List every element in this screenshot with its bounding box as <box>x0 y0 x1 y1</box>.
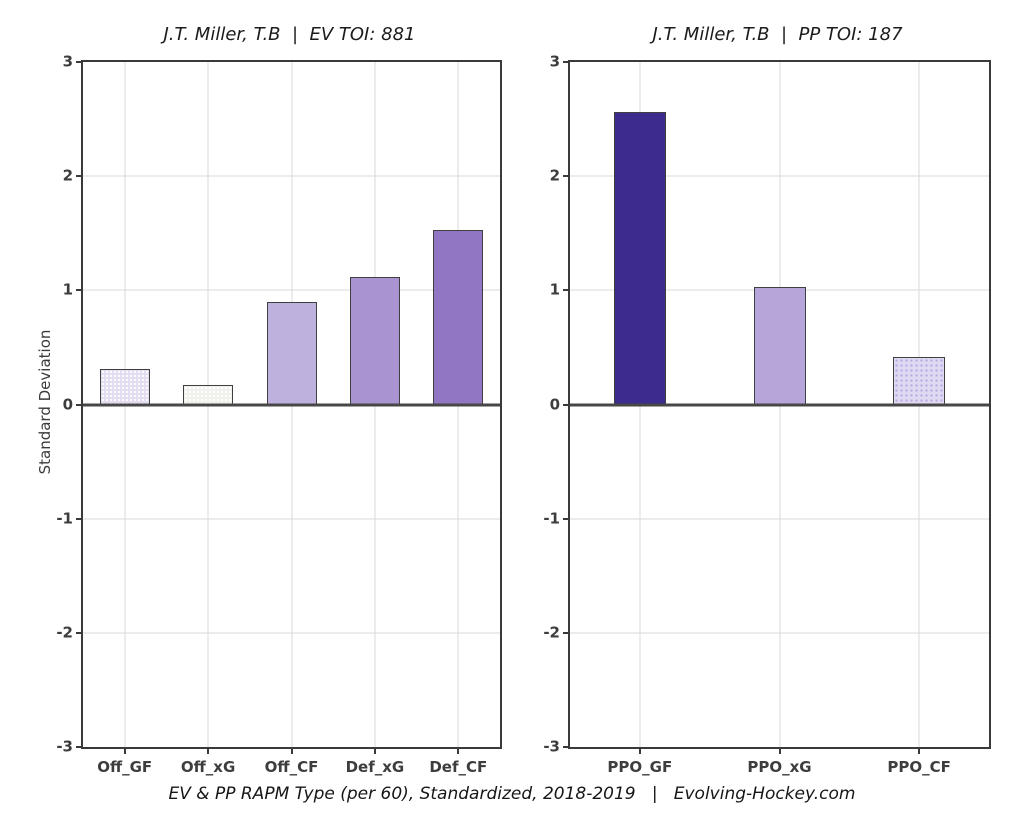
horizontal-gridline <box>570 518 989 520</box>
y-tick-label: -2 <box>543 623 560 642</box>
y-tick <box>76 631 83 634</box>
panel-title-pp: J.T. Miller, T.B | PP TOI: 187 <box>652 24 903 45</box>
category-label-Def_CF: Def_CF <box>429 758 488 776</box>
category-label-PPO_GF: PPO_GF <box>607 758 673 776</box>
horizontal-gridline <box>83 289 500 291</box>
y-tick <box>563 175 570 178</box>
y-tick-label: -3 <box>56 737 73 756</box>
x-tick <box>207 747 210 754</box>
y-tick <box>563 517 570 520</box>
y-tick-label: 2 <box>549 166 560 185</box>
horizontal-gridline <box>83 632 500 634</box>
x-tick <box>123 747 126 754</box>
y-tick-label: -3 <box>543 737 560 756</box>
y-tick-label: -1 <box>56 509 73 528</box>
bar-Off_xG <box>183 385 234 405</box>
bar-PPO_CF <box>893 356 946 405</box>
y-tick-label: 0 <box>549 395 560 413</box>
plot-area-pp: PPO_GF PPO_xG PPO_CF 3 2 1 0 -1 -2 -3 <box>543 54 991 776</box>
y-tick-label: 1 <box>62 280 73 299</box>
y-tick-label: 3 <box>62 52 73 71</box>
y-tick <box>76 61 83 63</box>
bar-PPO_GF <box>613 112 666 405</box>
category-label-PPO_xG: PPO_xG <box>747 758 812 776</box>
x-tick <box>778 747 781 754</box>
bar-Def_xG <box>349 276 400 405</box>
x-tick <box>373 747 376 754</box>
category-label-Def_xG: Def_xG <box>345 758 405 776</box>
horizontal-gridline <box>570 632 989 634</box>
zero-line <box>83 403 500 406</box>
x-tick <box>290 747 293 754</box>
bar-Off_CF <box>266 301 317 405</box>
category-label-Off_CF: Off_CF <box>264 758 319 776</box>
category-label-Off_xG: Off_xG <box>180 758 236 776</box>
category-label-PPO_CF: PPO_CF <box>887 758 951 776</box>
y-tick <box>76 403 83 406</box>
bar-Def_CF <box>433 229 484 405</box>
figure-caption: EV & PP RAPM Type (per 60), Standardized… <box>168 784 856 804</box>
y-tick <box>563 403 570 406</box>
y-axis-title: Standard Deviation <box>36 329 54 475</box>
zero-line <box>570 403 989 406</box>
bar-PPO_xG <box>753 286 806 405</box>
panel-title-ev: J.T. Miller, T.B | EV TOI: 881 <box>163 24 416 45</box>
y-tick <box>76 746 83 748</box>
y-tick-label: 0 <box>62 395 73 413</box>
horizontal-gridline <box>570 175 989 177</box>
y-tick <box>563 631 570 634</box>
horizontal-gridline <box>83 518 500 520</box>
y-tick-label: -2 <box>56 623 73 642</box>
y-tick <box>76 517 83 520</box>
y-tick <box>76 289 83 292</box>
plot-area-ev: Off_GF Off_xG Off_CF Def_xG Def_CF 3 2 1 0 -1 -2 -3 <box>56 54 502 776</box>
y-tick-label: 2 <box>62 166 73 185</box>
y-tick <box>563 746 570 748</box>
horizontal-gridline <box>83 175 500 177</box>
category-label-Off_GF: Off_GF <box>97 758 153 776</box>
y-tick-label: 3 <box>549 52 560 71</box>
bar-Off_GF <box>99 369 150 405</box>
y-tick <box>563 61 570 63</box>
y-tick <box>563 289 570 292</box>
x-tick <box>918 747 921 754</box>
x-tick <box>457 747 460 754</box>
x-tick <box>638 747 641 754</box>
y-tick <box>76 175 83 178</box>
y-tick-label: 1 <box>549 280 560 299</box>
y-tick-label: -1 <box>543 509 560 528</box>
